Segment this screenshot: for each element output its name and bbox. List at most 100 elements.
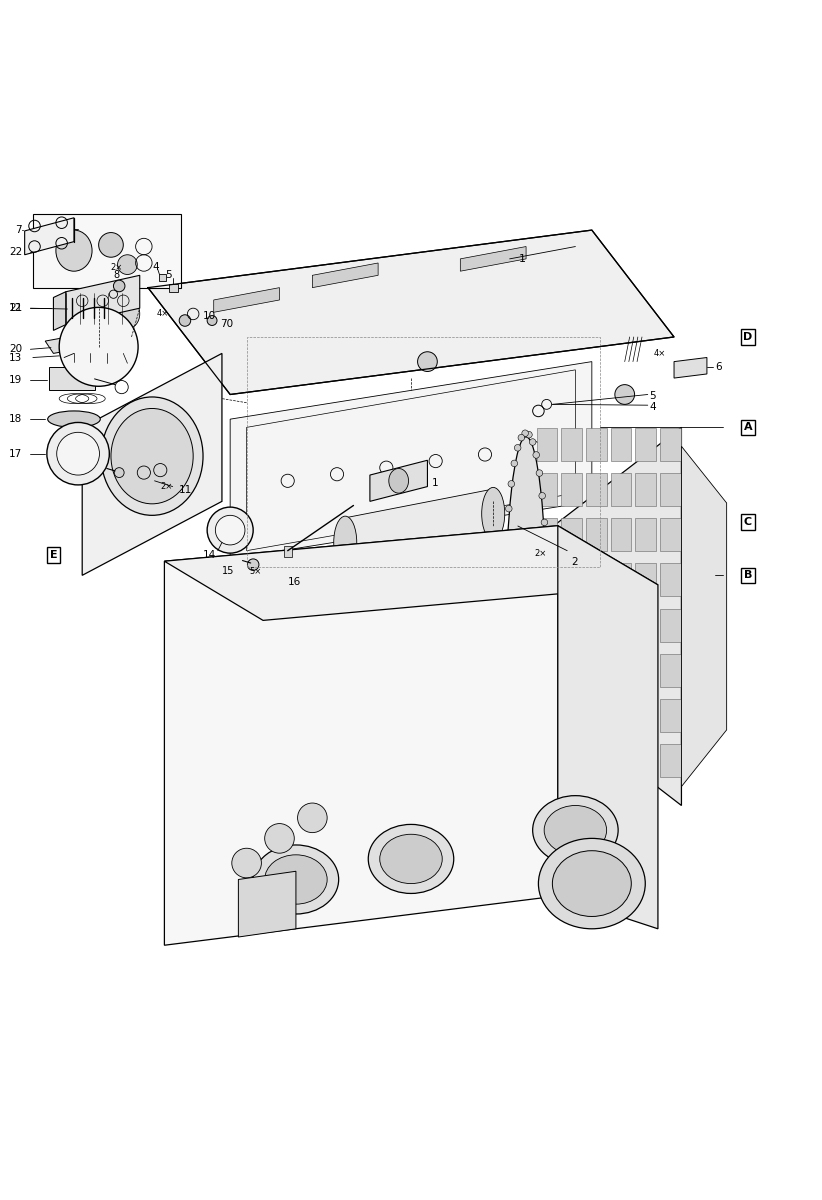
Polygon shape [558, 526, 658, 929]
Circle shape [539, 734, 546, 740]
Bar [537, 608, 557, 642]
Circle shape [511, 767, 518, 773]
Bar [247, 337, 600, 568]
Text: 4×: 4× [156, 310, 169, 318]
Bar [586, 564, 607, 596]
Text: 2: 2 [571, 557, 578, 568]
Ellipse shape [538, 839, 645, 929]
Circle shape [207, 316, 217, 325]
Bar [561, 608, 582, 642]
Ellipse shape [380, 834, 442, 883]
Text: 4: 4 [153, 262, 159, 272]
Text: 2×: 2× [534, 550, 547, 558]
Ellipse shape [544, 805, 607, 854]
Bar [635, 608, 656, 642]
Circle shape [504, 534, 510, 540]
Bar [660, 744, 681, 778]
Circle shape [525, 794, 532, 802]
Bar [586, 473, 607, 506]
Circle shape [501, 630, 508, 636]
Text: 2×: 2× [160, 482, 173, 491]
Text: 2×: 2× [111, 263, 122, 271]
Text: 15: 15 [221, 566, 234, 576]
Circle shape [265, 823, 294, 853]
Bar [561, 564, 582, 596]
Bar [611, 744, 631, 778]
Text: 8: 8 [113, 270, 120, 281]
Bar [561, 427, 582, 461]
Text: 14: 14 [203, 550, 216, 559]
Text: E: E [49, 550, 58, 559]
Circle shape [522, 797, 529, 803]
Bar [611, 700, 631, 732]
Circle shape [113, 281, 125, 292]
Circle shape [179, 314, 191, 326]
Polygon shape [345, 490, 493, 568]
Bar [537, 654, 557, 686]
Bar [586, 608, 607, 642]
Bar [537, 518, 557, 551]
Circle shape [57, 432, 99, 475]
Circle shape [539, 492, 546, 499]
Circle shape [232, 848, 261, 878]
Circle shape [118, 254, 137, 275]
Circle shape [207, 508, 253, 553]
Circle shape [544, 646, 551, 653]
Circle shape [114, 468, 124, 478]
Ellipse shape [533, 796, 618, 865]
Bar [169, 283, 178, 292]
Polygon shape [45, 332, 99, 353]
Polygon shape [62, 337, 86, 350]
Bar [537, 473, 557, 506]
Bar [660, 564, 681, 596]
Text: 11: 11 [178, 485, 192, 494]
Polygon shape [214, 288, 279, 312]
Bar [660, 608, 681, 642]
Text: 13: 13 [9, 353, 22, 362]
Ellipse shape [82, 310, 123, 340]
Ellipse shape [265, 854, 327, 904]
Polygon shape [238, 871, 296, 937]
Text: 12: 12 [9, 304, 22, 313]
Bar [537, 744, 557, 778]
Circle shape [59, 307, 138, 386]
Bar [586, 518, 607, 551]
Circle shape [247, 559, 259, 570]
Text: D: D [743, 332, 753, 342]
Circle shape [515, 781, 521, 788]
Text: 5×: 5× [249, 566, 261, 576]
Polygon shape [674, 358, 707, 378]
Bar [586, 700, 607, 732]
Bar [611, 518, 631, 551]
Ellipse shape [552, 851, 631, 917]
Circle shape [541, 520, 547, 526]
Polygon shape [510, 427, 681, 805]
Ellipse shape [48, 410, 100, 427]
Circle shape [99, 233, 123, 257]
Circle shape [418, 352, 437, 372]
Circle shape [515, 444, 521, 451]
Bar [635, 700, 656, 732]
Ellipse shape [115, 299, 140, 329]
Circle shape [533, 775, 539, 781]
Polygon shape [148, 230, 674, 395]
Text: 18: 18 [9, 414, 22, 424]
Text: C: C [744, 517, 752, 527]
Bar [49, 367, 95, 390]
Circle shape [518, 434, 524, 440]
Circle shape [536, 469, 543, 476]
Bar [586, 654, 607, 686]
Ellipse shape [72, 290, 118, 326]
Text: 5: 5 [649, 391, 656, 401]
Bar [660, 654, 681, 686]
Bar [635, 473, 656, 506]
Bar [635, 427, 656, 461]
Bar [611, 473, 631, 506]
Circle shape [506, 505, 512, 512]
Text: 17: 17 [9, 449, 22, 458]
Circle shape [544, 613, 551, 619]
Text: A: A [744, 422, 752, 432]
Circle shape [543, 678, 549, 684]
Bar [660, 700, 681, 732]
Circle shape [506, 721, 512, 727]
